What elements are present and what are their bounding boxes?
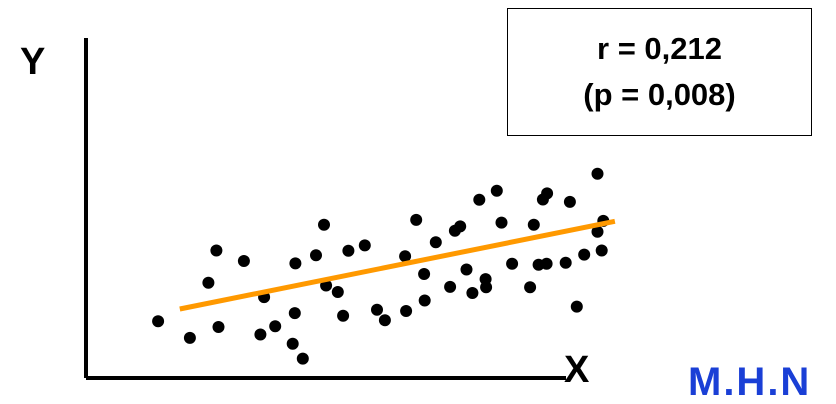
p-value: (p = 0,008) <box>583 77 736 112</box>
data-point <box>183 331 196 344</box>
scatter-chart: Y X <box>20 38 616 389</box>
trend-line <box>179 218 616 312</box>
data-point <box>212 321 225 333</box>
data-point <box>371 303 383 316</box>
data-point <box>466 287 479 299</box>
data-point <box>570 300 583 313</box>
data-point <box>524 281 537 294</box>
data-point <box>378 314 391 327</box>
data-point <box>237 255 250 267</box>
data-point <box>310 249 322 262</box>
data-point <box>418 268 431 280</box>
data-point <box>410 213 423 226</box>
data-point <box>269 320 282 333</box>
data-point <box>400 305 413 317</box>
data-point <box>541 187 554 200</box>
data-point <box>318 218 330 231</box>
data-point <box>331 286 344 298</box>
data-point <box>490 184 503 197</box>
data-point <box>454 220 467 233</box>
data-point <box>289 257 302 270</box>
data-point <box>460 263 473 276</box>
data-point <box>559 256 572 269</box>
data-point <box>202 276 215 289</box>
data-point <box>254 328 267 341</box>
data-point <box>506 257 519 270</box>
x-axis-label: X <box>564 349 590 389</box>
y-axis-label: Y <box>20 41 45 83</box>
data-point <box>480 281 493 294</box>
data-point <box>152 315 165 328</box>
correlation-annotation-box: r = 0,212 (p = 0,008) <box>507 8 812 136</box>
data-point <box>591 225 604 238</box>
data-point <box>429 236 442 249</box>
data-point <box>337 309 350 322</box>
data-point <box>399 250 412 263</box>
scatter-points <box>152 167 610 365</box>
data-point <box>473 193 486 206</box>
cropped-corner-text: M.H.N <box>688 360 812 404</box>
data-point <box>527 218 540 231</box>
data-point <box>578 248 591 261</box>
data-point <box>540 257 553 270</box>
data-point <box>210 244 223 257</box>
data-point <box>358 239 371 252</box>
data-point <box>495 216 508 229</box>
data-point <box>418 294 431 307</box>
data-point <box>288 307 301 320</box>
data-point <box>444 280 457 293</box>
data-point <box>286 337 299 350</box>
data-point <box>342 244 355 257</box>
data-point <box>595 244 608 257</box>
data-point <box>591 167 604 180</box>
data-point <box>563 195 576 208</box>
data-point <box>296 352 309 365</box>
correlation-coefficient: r = 0,212 <box>597 31 722 66</box>
